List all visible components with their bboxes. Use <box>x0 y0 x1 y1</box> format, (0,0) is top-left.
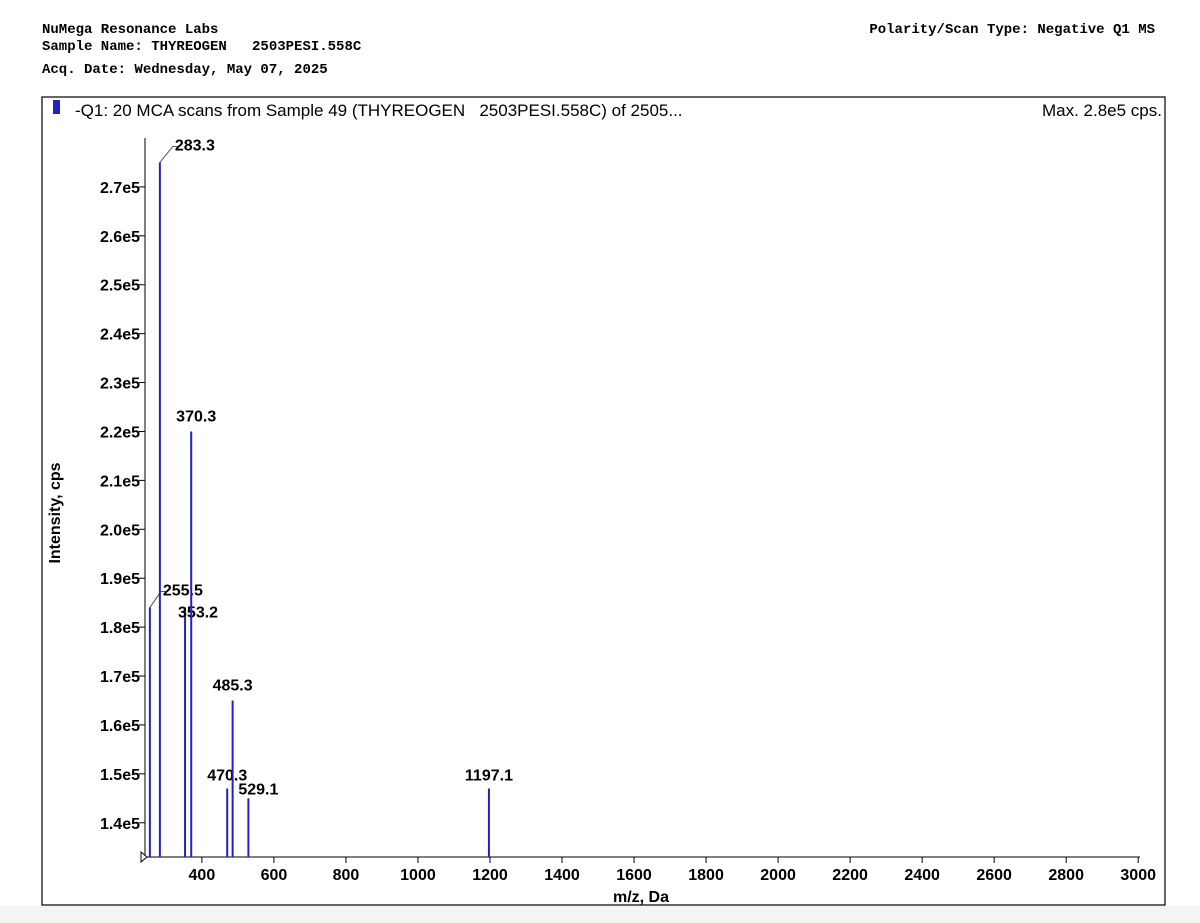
lab-name: NuMega Resonance Labs <box>42 22 218 38</box>
x-tick-label: 400 <box>189 867 216 884</box>
max-label: Max. 2.8e5 cps. <box>1042 101 1162 120</box>
y-tick-label: 2.3e5 <box>100 376 140 393</box>
y-tick-label: 2.6e5 <box>100 229 140 246</box>
y-tick-label: 2.0e5 <box>100 522 140 539</box>
peak-label: 255.5 <box>163 583 203 600</box>
y-tick-label: 1.4e5 <box>100 816 140 833</box>
x-tick-label: 2000 <box>760 867 796 884</box>
x-tick-label: 2400 <box>904 867 940 884</box>
y-tick-label: 1.7e5 <box>100 669 140 686</box>
x-tick-label: 1800 <box>688 867 724 884</box>
peak-label: 283.3 <box>175 137 215 154</box>
y-tick-label: 2.2e5 <box>100 424 140 441</box>
x-tick-label: 1600 <box>616 867 652 884</box>
sample-name: Sample Name: THYREOGEN 2503PESI.558C <box>42 39 362 55</box>
y-tick-label: 2.1e5 <box>100 473 140 490</box>
y-tick-label: 1.5e5 <box>100 767 140 784</box>
y-tick-label: 1.6e5 <box>100 718 140 735</box>
x-tick-label: 3000 <box>1120 867 1156 884</box>
x-tick-label: 2200 <box>832 867 868 884</box>
peak-label: 470.3 <box>207 768 247 785</box>
peak-label: 485.3 <box>213 677 253 694</box>
x-tick-label: 600 <box>261 867 288 884</box>
x-tick-label: 2800 <box>1048 867 1084 884</box>
y-tick-label: 2.7e5 <box>100 180 140 197</box>
y-tick-label: 2.4e5 <box>100 327 140 344</box>
x-tick-label: 2600 <box>976 867 1012 884</box>
x-axis-label: m/z, Da <box>613 889 669 906</box>
legend-entry: -Q1: 20 MCA scans from Sample 49 (THYREO… <box>75 101 683 120</box>
legend-swatch <box>53 100 60 114</box>
peak-label: 353.2 <box>178 605 218 622</box>
acq-date: Acq. Date: Wednesday, May 07, 2025 <box>42 62 328 78</box>
peak-label: 529.1 <box>238 781 278 798</box>
y-axis-label: Intensity, cps <box>47 462 64 563</box>
axis-marker <box>140 850 148 864</box>
x-tick-label: 800 <box>333 867 360 884</box>
x-tick-label: 1400 <box>544 867 580 884</box>
peak-label: 370.3 <box>176 408 216 425</box>
label-leader <box>159 145 178 163</box>
y-tick-label: 1.9e5 <box>100 571 140 588</box>
y-tick-label: 2.5e5 <box>100 278 140 295</box>
y-tick-label: 1.8e5 <box>100 620 140 637</box>
chart-frame <box>41 96 1166 906</box>
x-tick-label: 1000 <box>400 867 436 884</box>
footer-strip <box>0 906 1200 923</box>
x-tick-label: 1200 <box>472 867 508 884</box>
peak-label: 1197.1 <box>465 768 513 785</box>
polarity: Polarity/Scan Type: Negative Q1 MS <box>869 22 1155 38</box>
